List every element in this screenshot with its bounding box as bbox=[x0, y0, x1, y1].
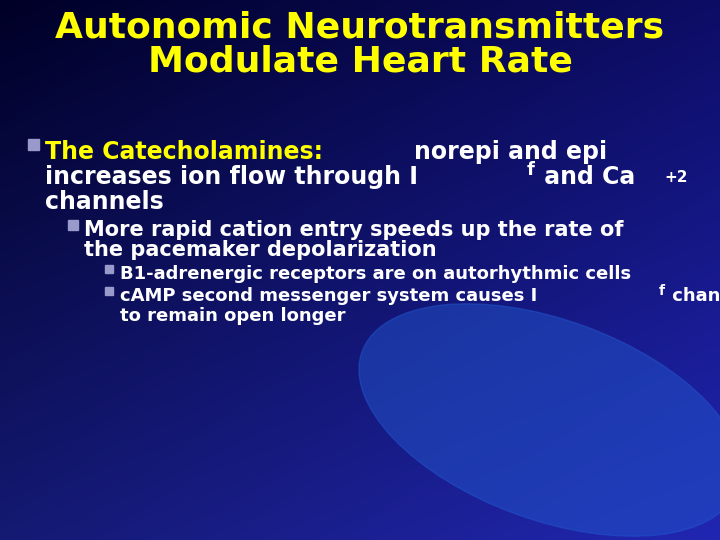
Text: Modulate Heart Rate: Modulate Heart Rate bbox=[148, 45, 572, 79]
Bar bbox=[105, 287, 113, 295]
Text: B1-adrenergic receptors are on autorhythmic cells: B1-adrenergic receptors are on autorhyth… bbox=[120, 265, 631, 283]
Bar bbox=[28, 139, 39, 150]
Text: +2: +2 bbox=[665, 170, 688, 185]
Text: f: f bbox=[658, 284, 665, 298]
Text: The Catecholamines:: The Catecholamines: bbox=[45, 140, 331, 164]
Text: increases ion flow through I: increases ion flow through I bbox=[45, 165, 418, 189]
Text: More rapid cation entry speeds up the rate of: More rapid cation entry speeds up the ra… bbox=[84, 220, 624, 240]
Ellipse shape bbox=[359, 304, 720, 536]
Text: cAMP second messenger system causes I: cAMP second messenger system causes I bbox=[120, 287, 537, 305]
Text: and Ca: and Ca bbox=[536, 165, 636, 189]
Text: f: f bbox=[526, 161, 534, 179]
Text: Autonomic Neurotransmitters: Autonomic Neurotransmitters bbox=[55, 10, 665, 44]
Text: channels: channels bbox=[45, 190, 163, 214]
Bar bbox=[105, 265, 113, 273]
Text: to remain open longer: to remain open longer bbox=[120, 307, 346, 325]
Bar bbox=[68, 220, 78, 230]
Text: the pacemaker depolarization: the pacemaker depolarization bbox=[84, 240, 436, 260]
Text: channels: channels bbox=[666, 287, 720, 305]
Text: norepi and epi: norepi and epi bbox=[414, 140, 608, 164]
